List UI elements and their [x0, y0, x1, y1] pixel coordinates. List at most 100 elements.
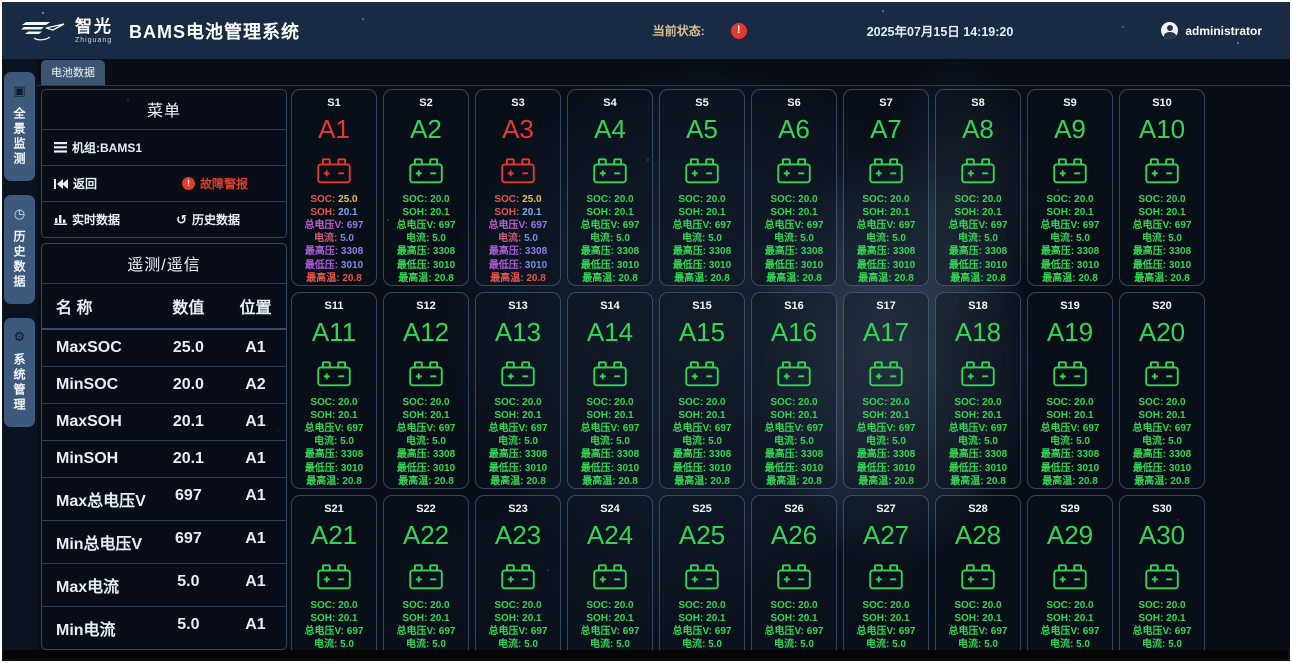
metric-value: 5.0	[432, 233, 446, 245]
battery-card-a26[interactable]: S26 A26 SOC: 20.0 SOH: 20.1 总电压V: 697 电流: 5.…	[751, 495, 837, 650]
back-button[interactable]: 返回	[54, 175, 97, 192]
metric-label: 电流:	[865, 233, 893, 245]
metric-label: 电流:	[773, 233, 801, 245]
metric-value: 20.8	[618, 272, 638, 284]
metric-value: 20.8	[1078, 475, 1098, 487]
battery-card-a25[interactable]: S25 A25 SOC: 20.0 SOH: 20.1 总电压V: 697 电流: 5.…	[659, 495, 745, 650]
col-header-name: 名 称	[56, 300, 93, 317]
battery-card-a18[interactable]: S18 A18 SOC: 20.0 SOH: 20.1 总电压V: 697 电流: 5.…	[935, 292, 1021, 489]
metric-line: SOC: 20.0	[310, 599, 357, 612]
metric-value: 3010	[1168, 462, 1192, 474]
battery-card-a17[interactable]: S17 A17 SOC: 20.0 SOH: 20.1 总电压V: 697 电流: 5.…	[843, 292, 929, 489]
battery-card-a7[interactable]: S7 A7 SOC: 20.0 SOH: 20.1 总电压V: 697 电流: 5.0 最…	[843, 89, 929, 286]
battery-card-a19[interactable]: S19 A19 SOC: 20.0 SOH: 20.1 总电压V: 697 电流: 5.…	[1027, 292, 1113, 489]
metric-line: 最低压: 3010	[1133, 259, 1191, 272]
metric-label: SOC:	[310, 599, 339, 611]
metric-label: 总电压V:	[580, 625, 623, 637]
battery-id-label: A9	[1054, 114, 1086, 144]
battery-card-a29[interactable]: S29 A29 SOC: 20.0 SOH: 20.1 总电压V: 697 电流: 5.…	[1027, 495, 1113, 650]
battery-card-a23[interactable]: S23 A23 SOC: 20.0 SOH: 20.1 总电压V: 697 电流: 5.…	[475, 495, 561, 650]
string-id-label: S5	[695, 97, 709, 109]
metric-value: 20.0	[890, 193, 910, 205]
battery-icon	[317, 564, 351, 590]
metric-line: 总电压V: 697	[397, 625, 456, 638]
metric-value: 25.0	[522, 193, 542, 205]
battery-card-a11[interactable]: S11 A11 SOC: 20.0 SOH: 20.1 总电压V: 697 电流: 5.…	[291, 292, 377, 489]
metric-line: 最高温: 20.8	[490, 475, 546, 488]
metric-label: 最高压:	[1132, 449, 1169, 461]
metric-line: 最高压: 3308	[765, 245, 823, 258]
string-id-label: S16	[784, 300, 804, 312]
battery-card-a9[interactable]: S9 A9 SOC: 20.0 SOH: 20.1 总电压V: 697 电流: 5.0 最…	[1027, 89, 1113, 286]
metric-line: 最高压: 3308	[949, 448, 1007, 461]
battery-card-a27[interactable]: S27 A27 SOC: 20.0 SOH: 20.1 总电压V: 697 电流: 5.…	[843, 495, 929, 650]
metric-label: 最高温:	[674, 272, 711, 284]
metric-label: SOC:	[1046, 396, 1075, 408]
metric-line: 总电压V: 697	[581, 625, 640, 638]
telemetry-panel: 遥测/遥信 名 称 数值 位置 MaxSOC 25.0 A1 MinSOC 20.0 A2…	[41, 243, 287, 650]
realtime-data-button[interactable]: 实时数据	[54, 211, 120, 228]
metric-value: 20.0	[982, 599, 1002, 611]
battery-card-a28[interactable]: S28 A28 SOC: 20.0 SOH: 20.1 总电压V: 697 电流: 5.…	[935, 495, 1021, 650]
battery-id-label: A29	[1046, 520, 1094, 550]
metric-value: 5.0	[432, 639, 446, 650]
metric-label: 电流:	[957, 436, 985, 448]
metric-value: 5.0	[708, 233, 722, 245]
battery-card-a21[interactable]: S21 A21 SOC: 20.0 SOH: 20.1 总电压V: 697 电流: 5.…	[291, 495, 377, 650]
battery-card-a30[interactable]: S30 A30 SOC: 20.0 SOH: 20.1 总电压V: 697 电流: 5.…	[1119, 495, 1205, 650]
sidebar-item-history[interactable]: ◷ 历史数据	[4, 195, 35, 304]
sidebar-item-panorama[interactable]: ▣ 全景监测	[4, 72, 35, 181]
metric-value: 20.8	[1078, 272, 1098, 284]
history-data-button[interactable]: ↺ 历史数据	[176, 211, 240, 228]
list-icon	[54, 142, 67, 153]
metric-line: 最高温: 20.8	[674, 475, 730, 488]
battery-card-a8[interactable]: S8 A8 SOC: 20.0 SOH: 20.1 总电压V: 697 电流: 5.0 最…	[935, 89, 1021, 286]
battery-icon	[1145, 361, 1179, 387]
battery-card-a1[interactable]: S1 A1 SOC: 25.0 SOH: 20.1 总电压V: 697 电流: 5.0 最…	[291, 89, 377, 286]
battery-card-a16[interactable]: S16 A16 SOC: 20.0 SOH: 20.1 总电压V: 697 电流: 5.…	[751, 292, 837, 489]
metric-line: 总电压V: 697	[949, 422, 1008, 435]
battery-card-a5[interactable]: S5 A5 SOC: 20.0 SOH: 20.1 总电压V: 697 电流: 5.0 最…	[659, 89, 745, 286]
metric-value: 697	[714, 625, 732, 637]
metric-label: SOH:	[402, 409, 431, 421]
sidebar-item-system[interactable]: ⚙ 系统管理	[4, 318, 35, 427]
unit-item[interactable]: 机组:BAMS1	[54, 139, 142, 156]
battery-card-a15[interactable]: S15 A15 SOC: 20.0 SOH: 20.1 总电压V: 697 电流: 5.…	[659, 292, 745, 489]
metric-value: 697	[990, 219, 1008, 231]
metric-line: 最高温: 20.8	[582, 272, 638, 285]
battery-card-a13[interactable]: S13 A13 SOC: 20.0 SOH: 20.1 总电压V: 697 电流: 5.…	[475, 292, 561, 489]
battery-card-a12[interactable]: S12 A12 SOC: 20.0 SOH: 20.1 总电压V: 697 电流: 5.…	[383, 292, 469, 489]
fault-alarm-button[interactable]: ! 故障警报	[181, 175, 248, 192]
telemetry-location: A1	[245, 413, 266, 430]
metric-line: 总电压V: 697	[673, 625, 732, 638]
battery-card-a3[interactable]: S3 A3 SOC: 25.0 SOH: 20.1 总电压V: 697 电流: 5.0 最…	[475, 89, 561, 286]
battery-card-a24[interactable]: S24 A24 SOC: 20.0 SOH: 20.1 总电压V: 697 电流: 5.…	[567, 495, 653, 650]
user-menu[interactable]: administrator	[1161, 22, 1262, 39]
metric-label: 最低压:	[304, 259, 341, 271]
metric-value: 5.0	[800, 639, 814, 650]
metric-label: 最高压:	[856, 246, 893, 258]
metric-line: 电流: 5.0	[1142, 435, 1182, 448]
battery-metrics: SOC: 25.0 SOH: 20.1 总电压V: 697 电流: 5.0 最高压: 3…	[489, 193, 548, 285]
metric-line: SOH: 20.1	[494, 612, 541, 625]
metric-label: 总电压V:	[396, 219, 439, 231]
battery-card-a2[interactable]: S2 A2 SOC: 20.0 SOH: 20.1 总电压V: 697 电流: 5.0 最…	[383, 89, 469, 286]
metric-label: SOC:	[494, 599, 523, 611]
metric-value: 697	[530, 422, 548, 434]
metric-line: 总电压V: 697	[765, 625, 824, 638]
telemetry-name: Min总电压V	[56, 536, 143, 553]
battery-card-a22[interactable]: S22 A22 SOC: 20.0 SOH: 20.1 总电压V: 697 电流: 5.…	[383, 495, 469, 650]
battery-card-a14[interactable]: S14 A14 SOC: 20.0 SOH: 20.1 总电压V: 697 电流: 5.…	[567, 292, 653, 489]
status-alert-icon[interactable]: !	[730, 22, 747, 39]
metric-label: 总电压V:	[304, 219, 347, 231]
metric-line: 最高压: 3308	[673, 245, 731, 258]
metric-label: 总电压V:	[672, 422, 715, 434]
battery-card-a20[interactable]: S20 A20 SOC: 20.0 SOH: 20.1 总电压V: 697 电流: 5.…	[1119, 292, 1205, 489]
battery-card-a10[interactable]: S10 A10 SOC: 20.0 SOH: 20.1 总电压V: 697 电流: 5.…	[1119, 89, 1205, 286]
battery-card-a6[interactable]: S6 A6 SOC: 20.0 SOH: 20.1 总电压V: 697 电流: 5.0 最…	[751, 89, 837, 286]
battery-card-a4[interactable]: S4 A4 SOC: 20.0 SOH: 20.1 总电压V: 697 电流: 5.0 最…	[567, 89, 653, 286]
metric-line: 总电压V: 697	[489, 219, 548, 232]
tab-battery-data[interactable]: 电池数据	[41, 60, 105, 85]
metric-value: 20.8	[434, 475, 454, 487]
